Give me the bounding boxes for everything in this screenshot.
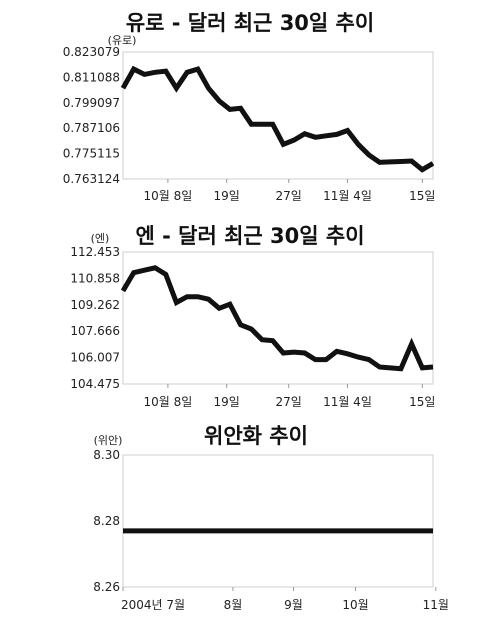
x-tick-label: 27일 bbox=[276, 189, 302, 203]
y-tick-label: 110.858 bbox=[70, 271, 120, 285]
series-lines bbox=[120, 65, 435, 173]
y-tick-label: 8.28 bbox=[93, 514, 120, 528]
y-tick-labels: 0.823079 0.811088 0.799097 0.787106 0.775115… bbox=[63, 45, 120, 186]
y-tick-label: 104.475 bbox=[70, 377, 120, 391]
y-tick-label: 0.787106 bbox=[63, 121, 120, 135]
y-tick-label: 107.666 bbox=[70, 324, 120, 338]
y-tick-label: 109.262 bbox=[70, 298, 120, 312]
chart-title: 위안화 추이 bbox=[204, 424, 308, 448]
y-tick-label: 0.811088 bbox=[63, 70, 120, 84]
plot-area bbox=[122, 454, 434, 588]
y-unit-label: (위안) bbox=[94, 434, 123, 447]
eur-usd-panel: 유로 - 달러 최근 30일 추이 (유로) 0.8230790.8110880… bbox=[63, 11, 436, 203]
y-tick-label: 0.823079 bbox=[63, 45, 120, 59]
x-tick-label: 10월 8일 bbox=[143, 395, 192, 409]
x-tick-label: 10월 8일 bbox=[143, 189, 192, 203]
x-tick-label: 19일 bbox=[214, 395, 240, 409]
series-lines bbox=[120, 265, 434, 372]
x-tick-label: 19일 bbox=[214, 189, 240, 203]
x-tick-label: 15일 bbox=[409, 189, 435, 203]
y-tick-label: 0.799097 bbox=[63, 96, 120, 110]
jpy-usd-panel: 엔 - 달러 최근 30일 추이 (엔) 112.453 110.858 109.2… bbox=[70, 224, 435, 409]
y-unit-label: (유로) bbox=[108, 34, 137, 47]
x-tick-label: 11월 4일 bbox=[323, 395, 372, 409]
y-tick-label: 0.763124 bbox=[63, 172, 120, 186]
series-line bbox=[120, 65, 435, 173]
series-line bbox=[120, 265, 434, 372]
y-tick-labels: 8.30 8.28 8.26 bbox=[93, 448, 120, 594]
x-tick-labels: 10월 8일 19일 27일 11월 4일 15일 bbox=[143, 179, 435, 203]
y-tick-label: 8.30 bbox=[93, 448, 120, 462]
y-tick-label: 0.775115 bbox=[63, 147, 120, 161]
x-tick-label: 11월 4일 bbox=[323, 189, 372, 203]
chart-title: 유로 - 달러 최근 30일 추이 bbox=[126, 11, 374, 35]
x-tick-label: 8월 bbox=[224, 598, 243, 612]
y-unit-label: (엔) bbox=[91, 232, 110, 245]
x-tick-labels: 2004년 7월 8월 9월 10월 11월 bbox=[121, 587, 449, 612]
chart-title: 엔 - 달러 최근 30일 추이 bbox=[135, 224, 364, 248]
plot-area bbox=[122, 251, 434, 385]
x-tick-label: 2004년 7월 bbox=[121, 598, 185, 612]
x-tick-label: 9월 bbox=[284, 598, 303, 612]
y-tick-label: 8.26 bbox=[93, 580, 120, 594]
x-tick-label: 10월 bbox=[342, 598, 368, 612]
x-tick-label: 15일 bbox=[409, 395, 435, 409]
y-tick-labels: 112.453 110.858 109.262 107.666 106.007 104.4… bbox=[70, 245, 120, 391]
y-tick-label: 112.453 bbox=[70, 245, 120, 259]
x-tick-labels: 10월 8일 19일 27일 11월 4일 15일 bbox=[143, 384, 435, 409]
y-tick-label: 106.007 bbox=[70, 351, 120, 365]
x-tick-label: 11월 bbox=[423, 598, 449, 612]
cny-panel: 위안화 추이 (위안) 8.30 8.28 8.26 2004년 7월 8월 9월 10월… bbox=[93, 424, 449, 612]
plot-area bbox=[122, 51, 434, 180]
x-tick-label: 27일 bbox=[276, 395, 302, 409]
